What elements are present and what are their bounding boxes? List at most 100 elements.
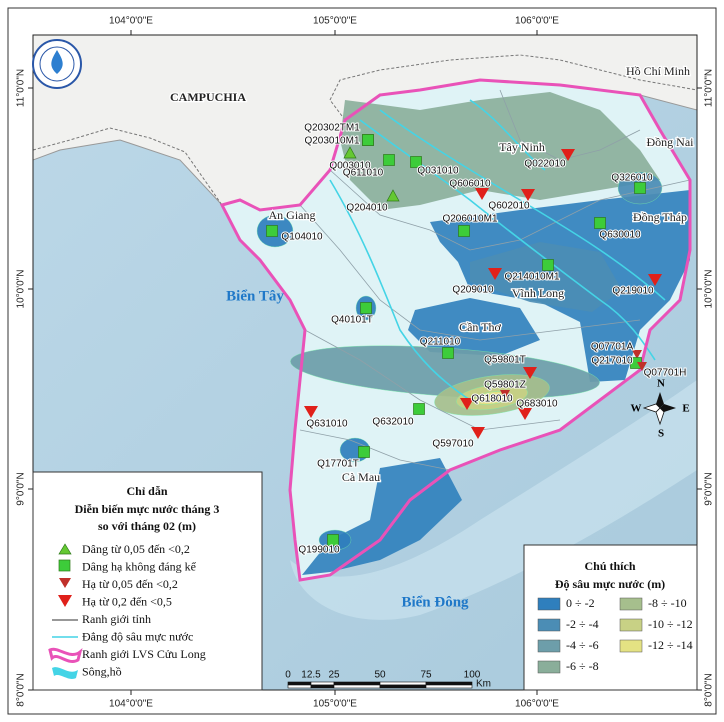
station: Q59801Z [483,379,527,399]
lat-label: 9°0'0"N [16,472,27,505]
station: Q606010 [448,178,492,200]
station: Q597010 [431,427,485,451]
station: Q683010 [515,398,559,420]
depth-zone [340,92,660,210]
compass-e: E [682,403,689,415]
national-border [329,54,697,121]
place-label: Vĩnh Long [512,286,564,300]
legend-symbol [48,647,83,663]
station: Q618010 [460,393,514,410]
compass: N S W E [631,378,690,440]
place-label: Hồ Chí Minh [626,64,690,78]
place-label: An Giang [269,208,316,222]
station: Q630010 [594,217,642,242]
station-label: Q606010 [449,179,491,190]
station-symbol [471,427,485,439]
station-symbol [304,406,318,418]
place-label: Đồng Nai [647,135,695,149]
legend-symbol [58,543,72,555]
scale-label: 50 [374,670,386,681]
depth-swatch [537,639,561,653]
station-symbol [521,189,535,201]
scale-label: 12.5 [301,670,321,681]
station-label: Q07701A [591,342,634,353]
lon-label: 104°0'0"E [109,699,153,710]
station-label: Q203010M1 [304,136,359,147]
station-label: Q199010 [298,545,340,556]
scale-segment [310,681,335,686]
station-symbol [360,302,372,314]
scale-unit: Km [476,679,491,690]
depth-swatch [619,597,643,611]
scale-label: 0 [285,670,291,681]
depth-label: 0 ÷ -2 [566,596,595,610]
station-label: Q611010 [343,168,384,179]
station-label: Q07701H [644,368,687,379]
national-border [33,127,223,206]
place-label: Biển Đông [401,594,469,610]
station-symbol [634,182,646,194]
legend-subtitle: Diễn biến mực nước tháng 3 [75,502,220,516]
lon-label: 105°0'0"E [313,699,357,710]
scale-segment [379,681,427,686]
station: Q632010 [371,403,425,429]
depth-swatch [537,597,561,611]
depth-legend: Chú thích Độ sâu mực nước (m) 0 ÷ -2 -2 ÷… [523,544,698,691]
legend-label: Hạ từ 0,2 đến <0,5 [82,594,172,608]
basin-boundary [219,78,692,582]
station-symbol [594,217,606,229]
station-label: Q326010 [611,173,653,184]
station-symbol [637,362,647,371]
depth-swatch [619,639,643,653]
depth-swatch [537,618,561,632]
legend-label: Ranh giới tỉnh [82,612,151,626]
lat-label: 11°0'0"N [704,69,715,107]
station-label: Q209010 [452,285,494,296]
logo [32,39,82,89]
place-labels: CAMPUCHIA Hồ Chí Minh Đồng Nai Tây Ninh An G… [169,63,696,611]
lat-label: 9°0'0"N [704,472,715,505]
legend-items: Dâng từ 0,05 đến <0,2 Dâng hạ không đáng … [82,542,206,679]
station-symbol [475,188,489,200]
place-label: Cần Thơ [459,320,501,334]
lat-label: 8°0'0"N [16,673,27,706]
depth-swatch [537,660,561,674]
lat-label: 8°0'0"N [704,673,715,706]
station-label: Q022010 [524,159,566,170]
station: Q022010 [523,149,575,171]
station-symbol [542,259,554,271]
station-label: Q204010 [346,203,388,214]
station: Q611010 [342,154,395,180]
station: Q631010 [304,406,349,431]
station: Q40101T [330,302,374,327]
station-label: Q219010 [612,286,654,297]
legend-symbol [59,578,71,588]
compass-s: S [658,428,664,440]
station-symbol [518,408,532,420]
station-symbol [383,154,395,166]
legend-label: Dâng từ 0,05 đến <0,2 [82,542,190,556]
depth-label: -4 ÷ -6 [566,638,599,652]
station-symbol [327,534,339,546]
scale-segment [425,681,473,686]
station-symbol [410,156,422,168]
scale-segment [425,684,473,689]
scale-segment [310,684,335,689]
station: Q602010 [487,189,535,213]
depth-zone [470,242,622,312]
scale-segment [333,681,381,686]
depth-classes: 0 ÷ -2 -2 ÷ -4 -4 ÷ -6 -6 ÷ -8 -8 ÷ -10 -10 ÷… [537,596,693,674]
station-symbol [358,446,370,458]
station: Q17701T [316,446,370,471]
station: Q209010 [451,268,502,297]
place-label: CAMPUCHIA [170,90,246,104]
legend-symbol [58,595,72,607]
lat-label: 10°0'0"N [704,270,715,309]
station: Q199010 [297,534,341,557]
station-symbol [632,350,642,359]
station-label: Q597010 [432,439,474,450]
station-symbol [561,149,575,161]
